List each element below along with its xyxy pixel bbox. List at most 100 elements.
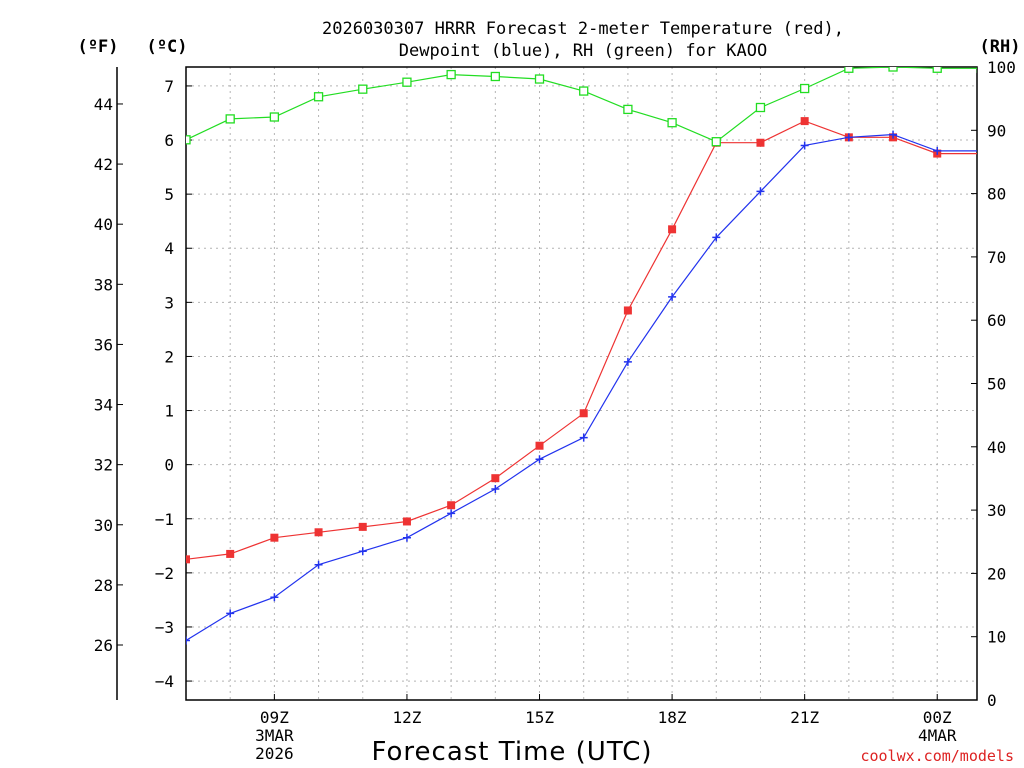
dewpoint-point: [270, 593, 279, 602]
x-tick-label: 09Z: [260, 708, 289, 727]
rh-point: [755, 102, 766, 113]
rh-tick-label: 90: [987, 121, 1006, 140]
rh-point: [313, 92, 324, 102]
rh-point: [711, 137, 721, 147]
rh-point: [579, 86, 589, 96]
dewpoint-point: [623, 357, 632, 366]
celsius-tick-label: −2: [155, 564, 174, 583]
rh-point: [490, 71, 500, 82]
x-tick-label: 12Z: [392, 708, 421, 727]
rh-tick-label: 50: [987, 375, 1006, 394]
temperature-point: [186, 555, 190, 564]
fahrenheit-tick-label: 26: [94, 636, 113, 655]
celsius-tick-label: 6: [164, 131, 174, 150]
celsius-tick-label: 5: [164, 185, 174, 204]
rh-tick-label: 40: [987, 438, 1006, 457]
fahrenheit-tick-label: 32: [94, 456, 113, 475]
fahrenheit-tick-label: 38: [94, 275, 113, 294]
temperature-point: [756, 138, 765, 147]
dewpoint-point: [358, 547, 367, 556]
dewpoint-point: [226, 609, 235, 618]
chart-title-line-2: Dewpoint (blue), RH (green) for KAOO: [399, 41, 767, 61]
rh-point: [358, 84, 368, 94]
x-tick-label: 00Z: [923, 708, 952, 727]
source-credit: coolwx.com/models: [860, 747, 1014, 765]
x-axis-title: Forecast Time (UTC): [371, 737, 652, 767]
rh-tick-label: 70: [987, 248, 1006, 267]
dewpoint-point: [977, 147, 985, 155]
temperature-point: [358, 522, 367, 531]
rh-tick-label: 10: [987, 628, 1006, 647]
fahrenheit-unit-label: (ºF): [78, 37, 119, 57]
celsius-tick-label: 2: [164, 347, 174, 366]
x-tick-label: 2026: [255, 744, 294, 763]
dewpoint-point: [712, 233, 721, 242]
dewpoint-point: [933, 146, 942, 155]
rh-point: [402, 77, 412, 87]
dewpoint-point: [756, 187, 765, 196]
rh-point: [446, 69, 456, 80]
rh-point: [623, 104, 633, 115]
x-tick-label: 15Z: [525, 708, 554, 727]
celsius-unit-label: (ºC): [147, 37, 188, 57]
temperature-point: [977, 150, 985, 158]
fahrenheit-tick-label: 34: [94, 396, 113, 415]
rh-point: [932, 67, 942, 73]
rh-point: [976, 67, 977, 73]
celsius-tick-label: 1: [164, 402, 174, 421]
x-tick-label: 3MAR: [255, 726, 294, 745]
chart-title-line-1: 2026030307 HRRR Forecast 2-meter Tempera…: [322, 19, 844, 39]
temperature-point: [579, 409, 588, 418]
dewpoint-point: [800, 141, 809, 150]
celsius-tick-label: 4: [164, 239, 174, 258]
celsius-tick-label: 0: [164, 456, 174, 475]
rh-point: [888, 67, 898, 72]
rh-point: [186, 135, 191, 145]
celsius-tick-label: −4: [155, 672, 174, 691]
data-series: [186, 67, 985, 645]
temperature-point: [535, 441, 544, 450]
celsius-tick-label: 7: [164, 77, 174, 96]
temperature-point: [314, 528, 323, 537]
dewpoint-point: [402, 533, 411, 542]
temperature-point: [270, 533, 279, 542]
temperature-point: [800, 117, 809, 126]
temperature-point: [668, 225, 677, 234]
dewpoint-point: [668, 292, 677, 301]
fahrenheit-tick-label: 28: [94, 576, 113, 595]
dewpoint-point: [844, 133, 853, 142]
dewpoint-line: [186, 133, 977, 642]
fahrenheit-tick-label: 42: [94, 155, 113, 174]
temperature-point: [623, 306, 632, 315]
rh-point: [269, 112, 280, 122]
rh-tick-label: 100: [987, 58, 1016, 77]
rh-point: [225, 114, 235, 124]
rh-tick-label: 20: [987, 564, 1006, 583]
dewpoint-point: [186, 636, 190, 645]
x-tick-label: 18Z: [658, 708, 687, 727]
rh-point: [800, 83, 810, 94]
fahrenheit-tick-label: 40: [94, 215, 113, 234]
dewpoint-point: [579, 433, 588, 442]
temperature-point: [491, 474, 500, 483]
x-tick-label: 21Z: [790, 708, 819, 727]
temperature-point: [402, 517, 411, 526]
dewpoint-point: [314, 560, 323, 569]
rh-tick-label: 30: [987, 501, 1006, 520]
x-tick-label: 4MAR: [918, 726, 957, 745]
temperature-point: [226, 549, 235, 558]
celsius-tick-label: −1: [155, 510, 174, 529]
plot-frame: [185, 66, 978, 701]
rh-point: [667, 118, 677, 128]
celsius-tick-label: −3: [155, 618, 174, 637]
dewpoint-point: [447, 509, 456, 518]
dewpoint-point: [889, 130, 898, 139]
gridlines: [185, 67, 977, 700]
celsius-tick-label: 3: [164, 293, 174, 312]
rh-unit-label: (RH): [980, 37, 1021, 57]
fahrenheit-tick-label: 30: [94, 516, 113, 535]
fahrenheit-tick-label: 36: [94, 335, 113, 354]
axes: [116, 66, 978, 701]
rh-point: [844, 67, 854, 73]
